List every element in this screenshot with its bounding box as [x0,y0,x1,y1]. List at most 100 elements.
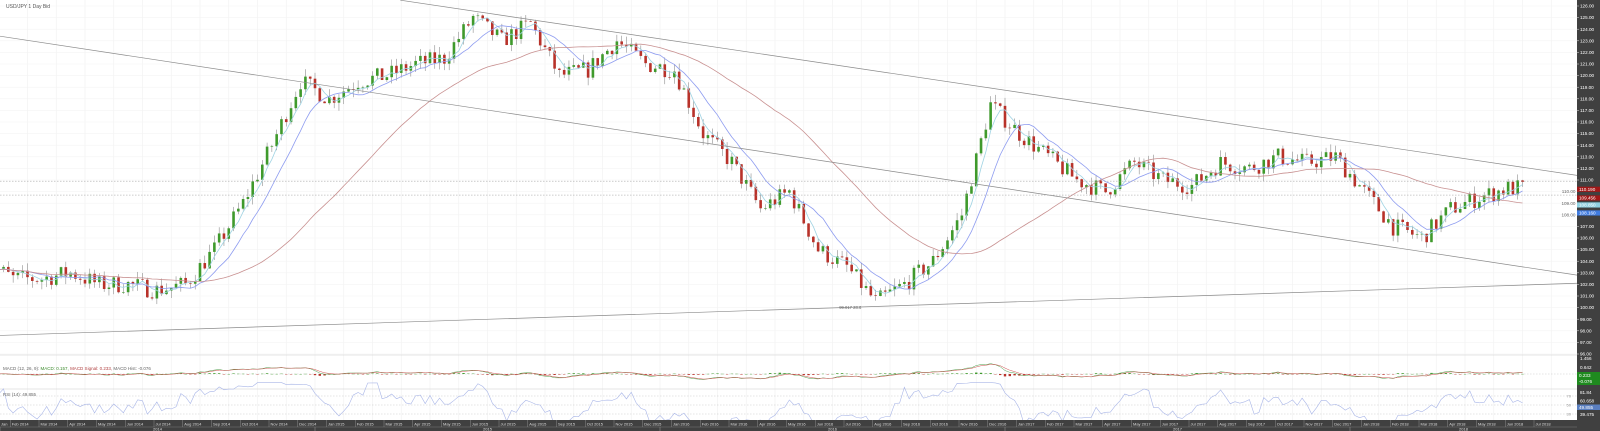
candle-down [1401,219,1405,223]
candle-down [740,164,743,184]
candle-up [1171,178,1175,183]
macd-histogram-bar [150,374,154,375]
candle-up [898,283,901,287]
candle-down [1089,185,1093,195]
macd-histogram-bar [989,373,992,374]
price-axis-label: 106.00 [1580,236,1594,241]
month-label: Jan 2017 [1018,422,1035,427]
macd-current-label: -0.076 [1579,379,1592,384]
candle-down [318,88,322,102]
month-label: Jan 2016 [673,422,690,427]
rsi-level-label: 50 [1567,403,1572,408]
candle-down [1305,153,1309,155]
candle-down [534,21,537,30]
month-label: May 2018 [1478,422,1496,427]
candle-up [946,240,949,250]
price-axis-label: 107.00 [1580,224,1594,229]
macd-histogram-bar [1094,373,1098,374]
candle-up [40,279,44,282]
macd-histogram-bar [1348,374,1352,375]
candle-up [821,246,825,252]
candle-down [869,286,873,296]
month-label: Mar 2017 [1076,422,1094,427]
candle-up [950,230,954,241]
macd-histogram-bar [457,373,460,374]
candle-up [1324,152,1328,158]
month-label: Apr 2016 [759,422,776,427]
candle-up [1085,185,1088,188]
candle-up [1209,172,1213,176]
month-label: Sep 2015 [558,422,576,427]
candle-up [1118,174,1122,189]
price-axis-label: 104.00 [1580,259,1594,264]
macd-histogram-bar [548,374,551,375]
candle-up [601,54,604,66]
month-label: Oct 2017 [1277,422,1294,427]
candle-up [615,41,619,55]
candle-down [83,279,87,284]
sma-slow-line [0,43,1523,283]
candle-up [1042,145,1045,147]
candle-up [356,87,360,90]
price-marker [1577,186,1600,192]
macd-hist-value: MACD Hist: -0.076 [113,366,151,371]
month-label: Jun 2014 [127,422,144,427]
year-label: 2017 [1173,427,1183,431]
macd-histogram-bar [634,374,638,375]
candle-up [567,66,571,75]
candle-down [1252,164,1256,171]
macd-histogram-bar [773,373,777,374]
candle-down [524,20,528,22]
price-axis-label: 125.00 [1580,15,1594,20]
candle-up [1094,180,1098,195]
sma-fast-line [0,17,1523,295]
candle-down [1511,181,1515,195]
rsi-axis-label: 39.475 [1580,412,1594,417]
candle-down [78,278,82,280]
price-axis-label: 116.00 [1580,120,1594,125]
month-label: Jul 2016 [846,422,862,427]
month-label: Jul 2018 [1536,422,1552,427]
macd-line [0,363,1523,380]
candle-up [208,251,211,269]
candle-up [1142,161,1146,168]
candle-down [936,255,940,258]
candle-down [131,281,135,284]
candle-down [1343,157,1347,178]
candle-down [577,65,580,68]
candle-up [419,55,422,61]
candle-down [548,47,552,51]
macd-histogram-bar [543,374,547,375]
candle-down [1133,160,1136,162]
candle-up [797,203,801,209]
candle-up [1113,188,1117,195]
candle-up [864,286,868,288]
rsi-current-marker [1577,404,1600,410]
macd-histogram-bar [1003,374,1007,377]
candle-down [754,186,758,201]
macd-histogram-bar [917,373,920,374]
candle-down [443,54,446,64]
candle-up [970,186,973,194]
macd-legend: MACD (12, 26, 9): MACD: 0.157, MACD Sign… [3,366,151,371]
candle-up [582,62,585,68]
candle-down [1109,192,1112,195]
macd-axis-label: 0.642 [1580,365,1592,370]
month-label: Jan 2018 [1363,422,1380,427]
candle-up [1487,188,1491,196]
macd-histogram-bar [1099,373,1103,374]
macd-histogram-bar [313,374,317,376]
price-axis-label: 121.00 [1580,62,1594,67]
price-axis-label: 119.00 [1580,85,1594,90]
price-axis-label: 102.00 [1580,282,1594,287]
candle-down [1056,151,1060,162]
macd-histogram-bar [778,372,781,374]
candle-down [141,279,144,280]
candle-down [725,148,729,165]
candle-down [222,233,226,239]
macd-histogram-bar [1233,374,1237,375]
month-label: Jul 2014 [156,422,172,427]
macd-histogram-bar [979,372,983,374]
candle-up [342,91,346,98]
